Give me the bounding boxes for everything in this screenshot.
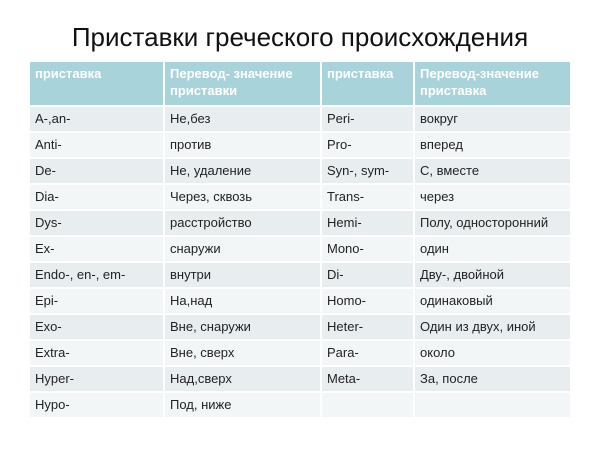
- table-cell: A-,an-: [28, 105, 165, 133]
- table-cell: Dia-: [28, 183, 165, 211]
- table-cell: С, вместе: [413, 157, 572, 185]
- table-cell: Не, удаление: [163, 157, 322, 185]
- table-cell: снаружи: [163, 235, 322, 263]
- table-cell: Peri-: [320, 105, 415, 133]
- table-cell: Para-: [320, 339, 415, 367]
- column-header: Перевод-значение приставка: [413, 60, 572, 107]
- table-cell: Вне, сверх: [163, 339, 322, 367]
- table-cell: Anti-: [28, 131, 165, 159]
- table-cell: Epi-: [28, 287, 165, 315]
- table-cell: Extra-: [28, 339, 165, 367]
- table-row: Hypo- Под, ниже: [28, 391, 572, 419]
- table-cell: Через, сквозь: [163, 183, 322, 211]
- table-cell: De-: [28, 157, 165, 185]
- table-cell: Trans-: [320, 183, 415, 211]
- page-title: Приставки греческого происхождения: [71, 22, 529, 52]
- table-cell: один: [413, 235, 572, 263]
- table-cell: Heter-: [320, 313, 415, 341]
- table-cell: вперед: [413, 131, 572, 159]
- table-cell: Полу, односторонний: [413, 209, 572, 237]
- table-row: Exo- Вне, снаружи Heter- Один из двух, иной: [28, 313, 572, 341]
- table-cell: около: [413, 339, 572, 367]
- table-cell: Вне, снаружи: [163, 313, 322, 341]
- column-header: приставка: [28, 60, 165, 107]
- table-row: Extra- Вне, сверх Para-около: [28, 339, 572, 367]
- table-cell: против: [163, 131, 322, 159]
- table-cell: [413, 391, 572, 419]
- table-row: Hyper- Над,сверх Meta- За, после: [28, 365, 572, 393]
- table-row: Anti-против Pro-вперед: [28, 131, 572, 159]
- table-cell: Endo-, en-, em-: [28, 261, 165, 289]
- table-cell: Не,без: [163, 105, 322, 133]
- table-cell: Exo-: [28, 313, 165, 341]
- table-row: Ex-снаружи Mono-один: [28, 235, 572, 263]
- table-cell: одинаковый: [413, 287, 572, 315]
- table-cell: Pro-: [320, 131, 415, 159]
- table-row: Endo-, en-, em-внутри Di- Дву-, двойной: [28, 261, 572, 289]
- table-cell: Hemi-: [320, 209, 415, 237]
- table-cell: На,над: [163, 287, 322, 315]
- table-cell: Дву-, двойной: [413, 261, 572, 289]
- table-row: Epi- На,над Homo-одинаковый: [28, 287, 572, 315]
- table-cell: Dys-: [28, 209, 165, 237]
- table-header-row: приставка Перевод- значение приставки пр…: [28, 60, 572, 107]
- table-cell: Di-: [320, 261, 415, 289]
- table-cell: Syn-, sym-: [320, 157, 415, 185]
- table-cell: Под, ниже: [163, 391, 322, 419]
- table-cell: Homo-: [320, 287, 415, 315]
- table-cell: вокруг: [413, 105, 572, 133]
- table-cell: Над,сверх: [163, 365, 322, 393]
- table-cell: Один из двух, иной: [413, 313, 572, 341]
- table-cell: внутри: [163, 261, 322, 289]
- column-header: Перевод- значение приставки: [163, 60, 322, 107]
- column-header: приставка: [320, 60, 415, 107]
- table-cell: Hyper-: [28, 365, 165, 393]
- table-cell: [320, 391, 415, 419]
- table-cell: За, после: [413, 365, 572, 393]
- table-row: Dys-расстройство Hemi- Полу, односторонний: [28, 209, 572, 237]
- table-cell: Mono-: [320, 235, 415, 263]
- table-row: Dia- Через, сквозь Trans-через: [28, 183, 572, 211]
- prefix-table: приставка Перевод- значение приставки пр…: [28, 60, 572, 419]
- table-row: A-,an- Не,без Peri-вокруг: [28, 105, 572, 133]
- table-cell: Hypo-: [28, 391, 165, 419]
- table-cell: расстройство: [163, 209, 322, 237]
- table-row: De- Не, удаление Syn-, sym- С, вместе: [28, 157, 572, 185]
- table-cell: Meta-: [320, 365, 415, 393]
- table-cell: Ex-: [28, 235, 165, 263]
- table-cell: через: [413, 183, 572, 211]
